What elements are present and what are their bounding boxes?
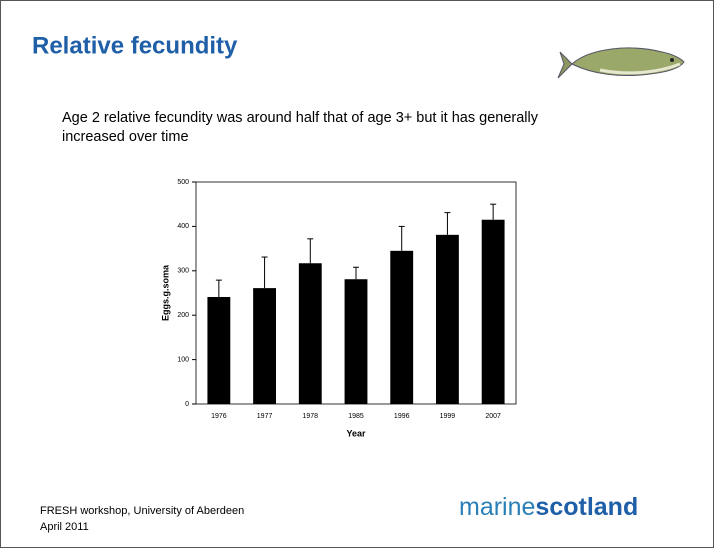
y-tick-label: 0 (185, 401, 189, 408)
y-tick-label: 500 (177, 179, 189, 186)
fish-icon (557, 47, 685, 79)
footer-text: FRESH workshop, University of Aberdeen (40, 505, 244, 517)
y-tick-label: 300 (177, 268, 189, 275)
x-tick-label: 1985 (348, 413, 364, 420)
body-text-line: Age 2 relative fecundity was around half… (62, 110, 539, 126)
footer-text: April 2011 (40, 521, 89, 533)
bar (207, 296, 231, 404)
x-tick-label: 1996 (394, 413, 410, 420)
x-tick-label: 2007 (485, 413, 501, 420)
logo-part: scotland (535, 493, 638, 521)
slide-title: Relative fecundity (32, 32, 238, 59)
x-tick-label: 1977 (257, 413, 273, 420)
body-text-line: increased over time (62, 129, 189, 145)
y-axis-label: Eggs.g.soma (160, 264, 170, 321)
bar (298, 263, 322, 404)
x-axis-label: Year (346, 428, 366, 438)
chart: 0 100 200 300 400 500 Eggs.g.soma Year 1976 1977 1… (160, 179, 517, 438)
bar (390, 250, 414, 404)
x-tick-label: 1976 (211, 413, 227, 420)
y-tick-label: 100 (177, 356, 189, 363)
y-tick-label: 400 (177, 223, 189, 230)
x-tick-label: 1999 (440, 413, 456, 420)
x-tick-label: 1978 (302, 413, 318, 420)
bar (481, 219, 505, 404)
bar (344, 279, 368, 404)
y-tick-label: 200 (177, 312, 189, 319)
bar (253, 288, 276, 404)
logo: marinescotland (459, 493, 638, 521)
bar (436, 234, 459, 404)
logo-part: marine (459, 493, 535, 521)
